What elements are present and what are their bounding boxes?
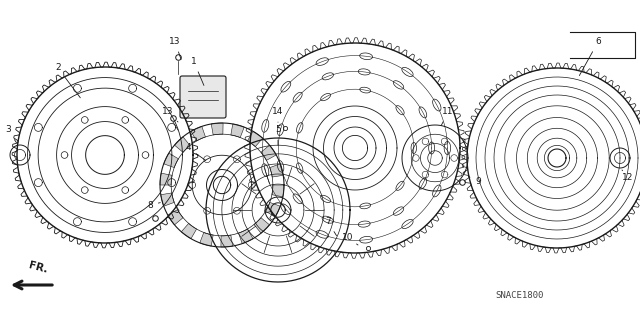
Text: 2: 2	[55, 63, 81, 98]
Wedge shape	[239, 229, 253, 244]
Text: 5: 5	[275, 125, 281, 145]
Wedge shape	[168, 210, 183, 225]
Text: 10: 10	[342, 234, 358, 245]
Wedge shape	[231, 124, 244, 137]
Text: 1: 1	[191, 57, 204, 85]
Text: FR.: FR.	[28, 261, 49, 275]
Wedge shape	[161, 193, 174, 206]
Text: 8: 8	[147, 201, 160, 210]
Wedge shape	[175, 137, 190, 152]
Text: 11: 11	[441, 108, 454, 125]
Text: 13: 13	[169, 38, 181, 59]
Text: SNACE1800: SNACE1800	[496, 292, 544, 300]
Wedge shape	[270, 164, 284, 177]
Text: 6: 6	[579, 38, 601, 76]
Wedge shape	[164, 153, 179, 167]
Wedge shape	[254, 218, 269, 233]
Wedge shape	[248, 131, 262, 147]
Text: 7: 7	[325, 218, 337, 236]
Wedge shape	[266, 202, 280, 217]
Wedge shape	[160, 173, 172, 185]
Wedge shape	[200, 233, 213, 246]
Wedge shape	[221, 235, 233, 247]
Text: 12: 12	[622, 170, 634, 182]
Wedge shape	[261, 145, 276, 160]
Wedge shape	[211, 123, 223, 135]
Text: 4: 4	[185, 144, 205, 160]
Text: 3: 3	[5, 125, 17, 143]
Wedge shape	[191, 126, 205, 141]
Wedge shape	[181, 223, 196, 239]
Text: 13: 13	[163, 108, 178, 122]
Text: 9: 9	[468, 176, 481, 187]
Text: 14: 14	[272, 108, 284, 122]
Wedge shape	[272, 185, 284, 197]
FancyBboxPatch shape	[180, 76, 226, 118]
